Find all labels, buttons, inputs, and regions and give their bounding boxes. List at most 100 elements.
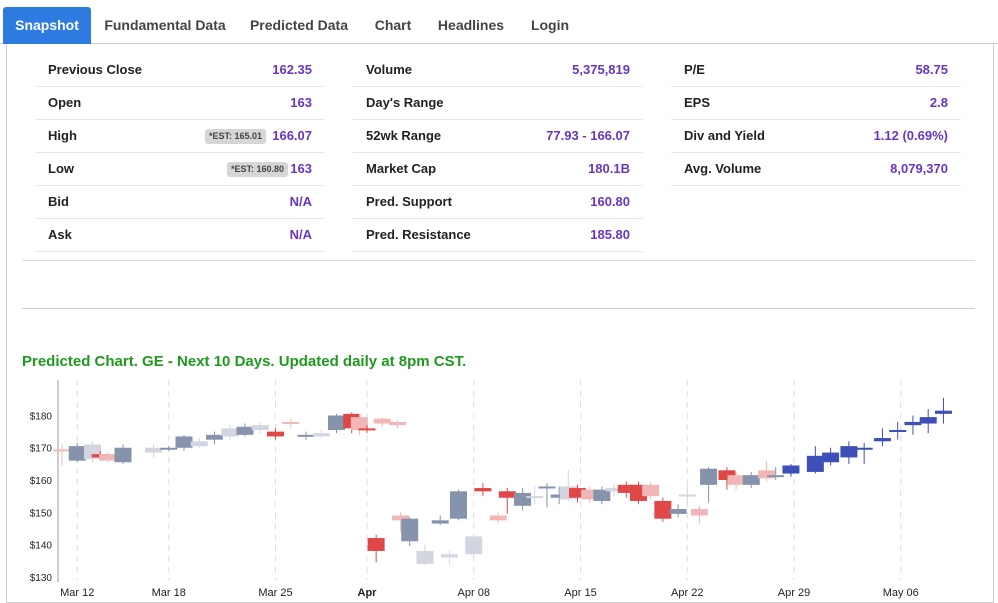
value-pe: 58.75 xyxy=(915,62,948,77)
label-previous-close: Previous Close xyxy=(48,62,142,77)
candle-body xyxy=(742,475,760,485)
value-ask: N/A xyxy=(289,227,312,242)
candle-body xyxy=(678,494,696,497)
candle-body xyxy=(904,421,922,426)
y-tick-label: $150 xyxy=(30,508,53,519)
x-tick-label: Apr 08 xyxy=(458,587,490,599)
tab-chart[interactable]: Chart xyxy=(374,17,412,33)
candle-body xyxy=(489,515,507,521)
est-badge-low: *EST: 160.80 xyxy=(226,162,288,177)
candle-body xyxy=(251,425,269,430)
candle-body xyxy=(53,449,71,452)
candle-body xyxy=(474,488,492,492)
x-tick-label: Apr 15 xyxy=(564,587,596,599)
candle-body xyxy=(593,489,611,501)
label-ask: Ask xyxy=(48,227,72,242)
y-tick-label: $160 xyxy=(30,476,53,487)
value-div-yield: 1.12 (0.69%) xyxy=(873,128,948,143)
label-pe: P/E xyxy=(684,62,705,77)
row-pe: P/E 58.75 xyxy=(671,54,961,87)
row-ask: Ask N/A xyxy=(35,219,325,252)
label-52wk-range: 52wk Range xyxy=(366,128,442,143)
candle-body xyxy=(190,441,208,447)
tab-fundamental-data[interactable]: Fundamental Data xyxy=(104,17,226,33)
label-div-yield: Div and Yield xyxy=(684,128,765,143)
value-52wk-range: 77.93 - 166.07 xyxy=(546,128,630,143)
candle-body xyxy=(206,434,223,440)
label-eps: EPS xyxy=(684,95,711,110)
candle-body xyxy=(758,470,776,479)
candle-body xyxy=(654,500,672,519)
candle-body xyxy=(267,431,284,437)
candle-body xyxy=(416,550,434,564)
candle-body xyxy=(538,486,556,489)
candle-body xyxy=(431,520,449,524)
candle-body xyxy=(767,475,785,478)
label-days-range: Day's Range xyxy=(366,95,444,110)
candle-body xyxy=(68,446,86,461)
candle-body xyxy=(114,447,132,463)
candle-body xyxy=(669,509,687,514)
row-eps: EPS 2.8 xyxy=(671,87,961,120)
est-badge-high: *EST: 165.01 xyxy=(204,129,266,144)
candle-body xyxy=(526,496,544,499)
y-tick-label: $140 xyxy=(30,541,53,552)
tab-headlines[interactable]: Headlines xyxy=(437,17,505,33)
candle-body xyxy=(782,465,800,474)
candle-body xyxy=(934,410,952,414)
candle-body xyxy=(840,446,858,458)
label-volume: Volume xyxy=(366,62,412,77)
candle-body xyxy=(312,433,330,437)
x-tick-label: Apr 29 xyxy=(778,587,810,599)
x-tick-label: Mar 18 xyxy=(152,587,186,599)
x-tick-label: Apr 22 xyxy=(671,587,703,599)
candle-body xyxy=(440,554,458,558)
candle-body xyxy=(700,468,718,485)
value-market-cap: 180.1B xyxy=(588,161,630,176)
candlestick-chart: $130 $140 $150 $160 $170 $180 Mar 12 Mar 18 Mar … xyxy=(30,380,952,599)
divider-top xyxy=(22,260,975,261)
tab-predicted-data[interactable]: Predicted Data xyxy=(249,17,349,33)
row-pred-resistance: Pred. Resistance 185.80 xyxy=(353,219,643,252)
candle-body xyxy=(236,426,254,435)
value-pred-resistance: 185.80 xyxy=(590,227,630,242)
y-tick-label: $130 xyxy=(30,573,53,584)
candle-body xyxy=(175,436,193,448)
candle-body xyxy=(145,447,162,453)
candle-body xyxy=(367,538,385,551)
row-bid: Bid N/A xyxy=(35,186,325,219)
row-avg-volume: Avg. Volume 8,079,370 xyxy=(671,153,961,186)
x-tick-label: Mar 25 xyxy=(258,587,292,599)
value-avg-volume: 8,079,370 xyxy=(890,161,948,176)
candle-body xyxy=(450,491,467,519)
label-open: Open xyxy=(48,95,82,110)
candle-body xyxy=(822,452,840,463)
row-days-range: Day's Range xyxy=(353,87,643,120)
candle-body xyxy=(806,455,824,472)
chart-title: Predicted Chart. GE - Next 10 Days. Upda… xyxy=(22,353,467,370)
tab-snapshot[interactable]: Snapshot xyxy=(3,7,91,44)
tab-login[interactable]: Login xyxy=(530,17,570,33)
value-open: 163 xyxy=(290,95,312,110)
x-tick-label: May 06 xyxy=(883,587,919,599)
label-pred-resistance: Pred. Resistance xyxy=(366,227,471,242)
label-pred-support: Pred. Support xyxy=(366,194,452,209)
candle-body xyxy=(392,515,410,521)
row-div-yield: Div and Yield 1.12 (0.69%) xyxy=(671,120,961,153)
candle-body xyxy=(328,415,345,430)
candle-body xyxy=(389,421,406,426)
candle-body xyxy=(568,488,586,498)
candle-body xyxy=(99,454,117,461)
candle-body xyxy=(605,488,623,492)
candle-body xyxy=(873,438,891,442)
value-eps: 2.8 xyxy=(929,95,948,110)
value-bid: N/A xyxy=(289,194,312,209)
value-high: 166.07 xyxy=(272,128,312,143)
candle-body xyxy=(297,434,315,437)
candle-body xyxy=(498,491,516,498)
candle-body xyxy=(221,428,239,437)
label-low: Low xyxy=(48,161,74,176)
candle-body xyxy=(889,430,907,432)
row-52wk-range: 52wk Range 77.93 - 166.07 xyxy=(353,120,643,153)
label-market-cap: Market Cap xyxy=(366,161,437,176)
